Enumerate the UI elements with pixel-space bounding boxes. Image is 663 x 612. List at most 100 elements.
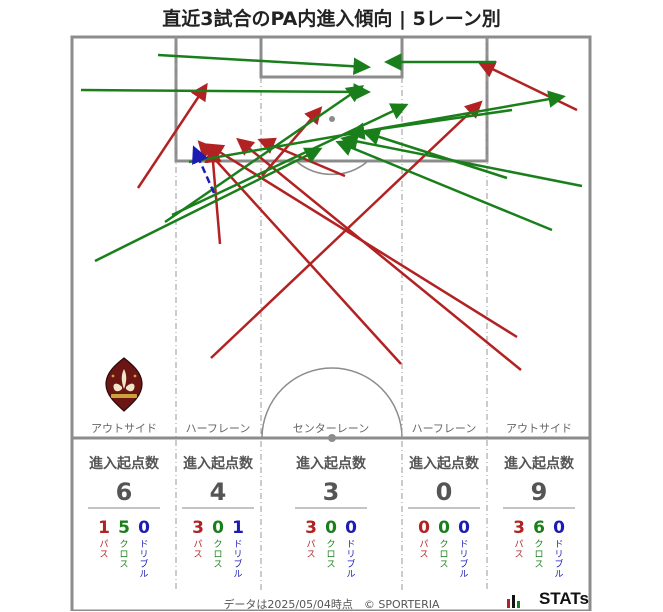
cross-label: ス: [119, 560, 128, 570]
pass-label: ス: [419, 550, 428, 560]
cross-arrow: [80, 83, 371, 101]
dribble-label: ド: [233, 540, 242, 550]
penalty-spot: [329, 116, 335, 122]
pass-arrow: [136, 82, 208, 189]
pass-arrow: [236, 137, 522, 371]
entry-count-total: 0: [436, 478, 453, 506]
cross-count: 6: [533, 518, 545, 538]
dribble-label: ブ: [459, 558, 468, 570]
cross-count: 0: [325, 518, 337, 538]
lane-label-1: アウトサイド: [91, 422, 157, 435]
lane-label-4: ハーフレーン: [412, 422, 477, 435]
penalty-area: [174, 35, 489, 163]
center-circle: [261, 367, 403, 439]
brand-logo: STATs: [538, 589, 589, 608]
dribble-label: リ: [139, 550, 148, 560]
cross-arrow: [335, 139, 553, 232]
pass-count: 0: [418, 518, 430, 538]
pass-arrow: [197, 140, 402, 365]
center-spot: [328, 434, 336, 442]
cross-label: ロ: [439, 550, 448, 560]
dribble-label: ブ: [346, 558, 355, 570]
cross-count: 0: [212, 518, 224, 538]
pass-label: ス: [99, 550, 108, 560]
cross-label: ス: [213, 560, 222, 570]
cross-arrows: [80, 53, 583, 263]
pass-label: ス: [193, 550, 202, 560]
entry-count-label: 進入起点数: [89, 455, 160, 472]
dribble-count: 1: [232, 518, 244, 538]
dribble-label: ル: [459, 570, 468, 580]
dribble-label: リ: [233, 550, 242, 560]
dribble-label: ル: [554, 570, 563, 580]
pass-label: パ: [306, 539, 315, 550]
entry-count-total: 9: [531, 478, 548, 506]
pass-arrow: [204, 145, 222, 245]
cross-label: ク: [534, 539, 543, 550]
dribble-count: 0: [458, 518, 470, 538]
dribble-label: ル: [139, 570, 148, 580]
dribble-count: 0: [553, 518, 565, 538]
footer-note: データは2025/05/04時点 © SPORTERIA: [223, 598, 440, 611]
entry-count-label: 進入起点数: [409, 455, 480, 472]
goal-area: [259, 35, 404, 79]
dribble-label: ド: [459, 540, 468, 550]
dribble-label: ル: [346, 570, 355, 580]
dribble-label: ブ: [554, 558, 563, 570]
dribble-label: ド: [554, 540, 563, 550]
cross-label: ク: [119, 539, 128, 550]
lane-label-3: センターレーン: [293, 422, 369, 435]
lane-stats: 進入起点数61パス5クロス0ドリブル進入起点数43パス0クロス1ドリブル進入起点…: [88, 455, 575, 580]
cross-arrow: [347, 108, 513, 140]
pass-count: 1: [98, 518, 110, 538]
pass-label: ス: [306, 550, 315, 560]
pass-label: パ: [419, 539, 428, 550]
page-title: 直近3試合のPA内進入傾向 | 5レーン別: [162, 8, 501, 30]
dribble-count: 0: [138, 518, 150, 538]
entry-count-total: 4: [210, 478, 227, 506]
cross-arrow: [340, 132, 583, 188]
entry-count-label: 進入起点数: [504, 455, 575, 472]
dribble-label: ド: [346, 540, 355, 550]
dribble-label: ブ: [233, 558, 242, 570]
pass-label: パ: [193, 539, 202, 550]
dribble-label: ブ: [139, 558, 148, 570]
cross-label: ロ: [213, 550, 222, 560]
dribble-label: リ: [459, 550, 468, 560]
cross-label: ク: [213, 539, 222, 550]
cross-label: ロ: [326, 550, 335, 560]
pass-count: 3: [305, 518, 317, 538]
cross-label: ス: [439, 560, 448, 570]
entry-count-label: 進入起点数: [296, 455, 367, 472]
dribble-count: 0: [345, 518, 357, 538]
cross-arrow: [164, 85, 365, 224]
dribble-label: ド: [139, 540, 148, 550]
cross-label: ス: [326, 560, 335, 570]
entry-count-total: 6: [116, 478, 133, 506]
cross-arrow: [94, 147, 323, 263]
cross-arrow: [157, 53, 371, 76]
pass-label: パ: [514, 539, 523, 550]
stats-logo-icon: [507, 595, 520, 608]
penalty-arc: [295, 160, 369, 176]
dribble-label: ル: [233, 570, 242, 580]
dribble-label: リ: [554, 550, 563, 560]
cross-count: 0: [438, 518, 450, 538]
entry-count-label: 進入起点数: [183, 455, 254, 472]
cross-label: ク: [326, 539, 335, 550]
fleur-de-lis-crest-icon: [105, 357, 143, 412]
cross-label: ロ: [534, 550, 543, 560]
entry-count-total: 3: [323, 478, 340, 506]
lane-label-5: アウトサイド: [506, 422, 572, 435]
cross-label: ス: [534, 560, 543, 570]
pass-label: パ: [99, 539, 108, 550]
lane-label-2: ハーフレーン: [186, 422, 251, 435]
dribble-arrows: [192, 145, 216, 194]
cross-count: 5: [118, 518, 130, 538]
cross-label: ロ: [119, 550, 128, 560]
cross-arrow: [362, 128, 508, 180]
dribble-arrow: [192, 145, 216, 194]
pass-count: 3: [192, 518, 204, 538]
dribble-label: リ: [346, 550, 355, 560]
